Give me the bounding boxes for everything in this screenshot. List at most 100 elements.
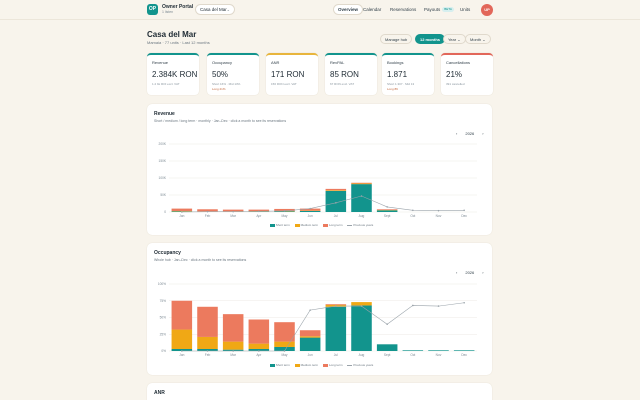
range-12-months-button[interactable]: 12 months bbox=[415, 34, 446, 44]
y-tick-label: 0 bbox=[164, 210, 166, 214]
bar-short-term[interactable] bbox=[376, 344, 398, 351]
nav-reservations[interactable]: Reservations bbox=[390, 7, 417, 12]
x-tick-label: Sept bbox=[384, 353, 391, 357]
bar-long-term[interactable] bbox=[325, 304, 347, 305]
kpi-subtext-secondary: Long 21% bbox=[212, 87, 226, 91]
x-tick-label: Jun bbox=[308, 353, 313, 357]
y-tick-label: 100% bbox=[158, 282, 166, 286]
y-tick-label: 50K bbox=[160, 193, 167, 197]
x-tick-label: Feb bbox=[205, 353, 211, 357]
bar-medium-term[interactable] bbox=[171, 329, 193, 349]
month-select-label: Month bbox=[470, 37, 482, 42]
bar-long-term[interactable] bbox=[299, 330, 321, 337]
page-title: Casa del Mar bbox=[147, 30, 197, 39]
bar-long-term[interactable] bbox=[222, 314, 244, 342]
bar-short-term[interactable] bbox=[351, 184, 372, 212]
bar-medium-term[interactable] bbox=[222, 341, 244, 350]
bar-short-term[interactable] bbox=[299, 337, 321, 351]
x-tick-label: Sept bbox=[384, 214, 391, 218]
bar-short-term[interactable] bbox=[402, 350, 424, 351]
bar-long-term[interactable] bbox=[222, 209, 244, 212]
revenue-chart[interactable]: 0 50K 100K 150K 200K Jan Feb Mar Apr May Jun Jul Aug… bbox=[147, 104, 492, 235]
kpi-value: 171 RON bbox=[271, 70, 305, 79]
nav-units[interactable]: Units bbox=[460, 7, 471, 12]
kpi-subtext: 67 RON excl. VAT bbox=[330, 82, 355, 86]
bar-short-term[interactable] bbox=[351, 305, 372, 351]
bar-long-term[interactable] bbox=[248, 209, 270, 212]
bar-short-term[interactable] bbox=[325, 306, 347, 351]
kpi-label: Bookings bbox=[387, 60, 404, 65]
previous-years-point bbox=[206, 210, 209, 213]
previous-years-point bbox=[309, 207, 311, 210]
bar-short-term[interactable] bbox=[274, 346, 295, 351]
bar-short-term[interactable] bbox=[299, 210, 321, 212]
kpi-subtext-secondary: Long 89 bbox=[387, 87, 398, 91]
prev-year-button[interactable]: ‹ bbox=[456, 270, 458, 275]
bar-long-term[interactable] bbox=[171, 208, 193, 211]
kpi-card-0: Revenue 2.384K RON 1.2 bk ROI excl. VAT bbox=[147, 53, 199, 95]
x-tick-label: Oct bbox=[410, 353, 415, 357]
bar-long-term[interactable] bbox=[376, 209, 398, 210]
year-select-label: Year bbox=[448, 37, 457, 42]
nav-calendar[interactable]: Calendar bbox=[363, 7, 382, 12]
bar-long-term[interactable] bbox=[197, 209, 218, 212]
next-year-button[interactable]: › bbox=[482, 270, 484, 275]
month-select[interactable]: Month ⌄ bbox=[465, 34, 491, 44]
manage-hub-button[interactable]: Manage hub bbox=[380, 34, 413, 44]
prev-year-button[interactable]: ‹ bbox=[456, 131, 458, 136]
nav-overview[interactable]: Overview bbox=[333, 4, 364, 15]
y-tick-label: 75% bbox=[160, 299, 167, 303]
bar-short-term[interactable] bbox=[376, 210, 398, 212]
bar-long-term[interactable] bbox=[171, 300, 193, 330]
x-tick-label: Nov bbox=[436, 353, 442, 357]
nav-payouts-label: Payouts bbox=[424, 7, 441, 12]
bar-short-term[interactable] bbox=[325, 190, 347, 212]
revenue-year-nav: ‹ 2026 › bbox=[452, 131, 488, 136]
kpi-card-1: Occupancy 50% Short 16% · Mid 13% Long 21% bbox=[207, 53, 259, 95]
x-tick-label: Jul bbox=[334, 214, 338, 218]
bar-long-term[interactable] bbox=[299, 208, 321, 211]
bar-short-term[interactable] bbox=[197, 348, 218, 351]
brand-subtitle: 1 listen bbox=[162, 10, 174, 14]
bar-short-term[interactable] bbox=[428, 350, 449, 351]
legend-long: Long term bbox=[329, 363, 343, 367]
bar-long-term[interactable] bbox=[274, 322, 295, 342]
bar-long-term[interactable] bbox=[351, 182, 372, 184]
y-tick-label: 50% bbox=[160, 316, 167, 320]
legend-short: Short term bbox=[275, 363, 290, 367]
bar-medium-term[interactable] bbox=[274, 341, 295, 347]
revenue-panel: Revenue Short / medium / long term · mon… bbox=[147, 104, 492, 235]
bar-short-term[interactable] bbox=[248, 348, 270, 351]
bar-medium-term[interactable] bbox=[325, 190, 347, 191]
bar-medium-term[interactable] bbox=[197, 336, 218, 349]
kpi-subtext: 1.2 bk ROI excl. VAT bbox=[152, 82, 180, 86]
next-year-button[interactable]: › bbox=[482, 131, 484, 136]
logo-icon: OP bbox=[147, 4, 158, 15]
bar-medium-term[interactable] bbox=[248, 343, 270, 349]
bar-long-term[interactable] bbox=[197, 306, 218, 337]
year-select[interactable]: Year ⌄ bbox=[443, 34, 466, 44]
previous-years-point bbox=[232, 210, 234, 213]
bar-medium-term[interactable] bbox=[351, 183, 372, 185]
previous-years-point bbox=[258, 350, 260, 352]
y-tick-label: 25% bbox=[160, 332, 167, 336]
occupancy-chart[interactable]: 0% 25% 50% 75% 100% Jan Feb Mar Apr May Jun Jul Aug S… bbox=[147, 243, 492, 375]
bar-medium-term[interactable] bbox=[299, 336, 321, 338]
bar-medium-term[interactable] bbox=[351, 302, 372, 306]
legend-swatch-long bbox=[323, 363, 328, 367]
property-select[interactable]: Casa del Mar ⌄ bbox=[195, 4, 235, 15]
top-bar: OP Owner Portal 1 listen Casa del Mar ⌄ … bbox=[0, 0, 640, 20]
avatar[interactable]: UP bbox=[481, 4, 493, 16]
nav-payouts[interactable]: Payouts BETA bbox=[424, 4, 454, 15]
bar-short-term[interactable] bbox=[453, 350, 475, 351]
bar-long-term[interactable] bbox=[248, 319, 270, 344]
bar-long-term[interactable] bbox=[325, 188, 347, 191]
legend-prev: Previous years bbox=[353, 363, 374, 367]
bar-short-term[interactable] bbox=[171, 348, 193, 351]
kpi-value: 2.384K RON bbox=[152, 70, 198, 79]
bar-long-term[interactable] bbox=[274, 208, 295, 211]
kpi-value: 85 RON bbox=[330, 70, 359, 79]
x-tick-label: May bbox=[281, 353, 287, 357]
previous-years-point bbox=[437, 305, 440, 307]
x-tick-label: Aug bbox=[359, 353, 365, 357]
